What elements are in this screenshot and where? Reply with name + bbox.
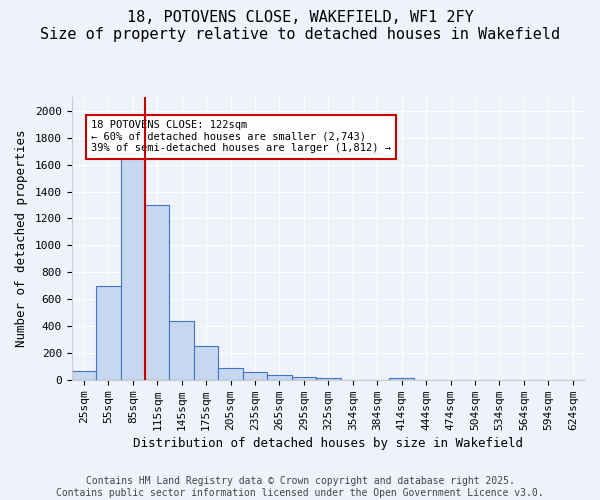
- X-axis label: Distribution of detached houses by size in Wakefield: Distribution of detached houses by size …: [133, 437, 523, 450]
- Bar: [169, 320, 194, 380]
- Bar: [71, 371, 96, 380]
- Bar: [316, 378, 341, 380]
- Bar: [292, 377, 316, 380]
- Bar: [96, 286, 121, 380]
- Text: 18 POTOVENS CLOSE: 122sqm
← 60% of detached houses are smaller (2,743)
39% of se: 18 POTOVENS CLOSE: 122sqm ← 60% of detac…: [91, 120, 391, 154]
- Bar: [389, 378, 414, 380]
- Bar: [218, 368, 243, 380]
- Bar: [121, 158, 145, 380]
- Y-axis label: Number of detached properties: Number of detached properties: [15, 130, 28, 348]
- Bar: [243, 372, 267, 380]
- Text: 18, POTOVENS CLOSE, WAKEFIELD, WF1 2FY
Size of property relative to detached hou: 18, POTOVENS CLOSE, WAKEFIELD, WF1 2FY S…: [40, 10, 560, 42]
- Bar: [145, 205, 169, 380]
- Bar: [194, 346, 218, 380]
- Bar: [267, 375, 292, 380]
- Text: Contains HM Land Registry data © Crown copyright and database right 2025.
Contai: Contains HM Land Registry data © Crown c…: [56, 476, 544, 498]
